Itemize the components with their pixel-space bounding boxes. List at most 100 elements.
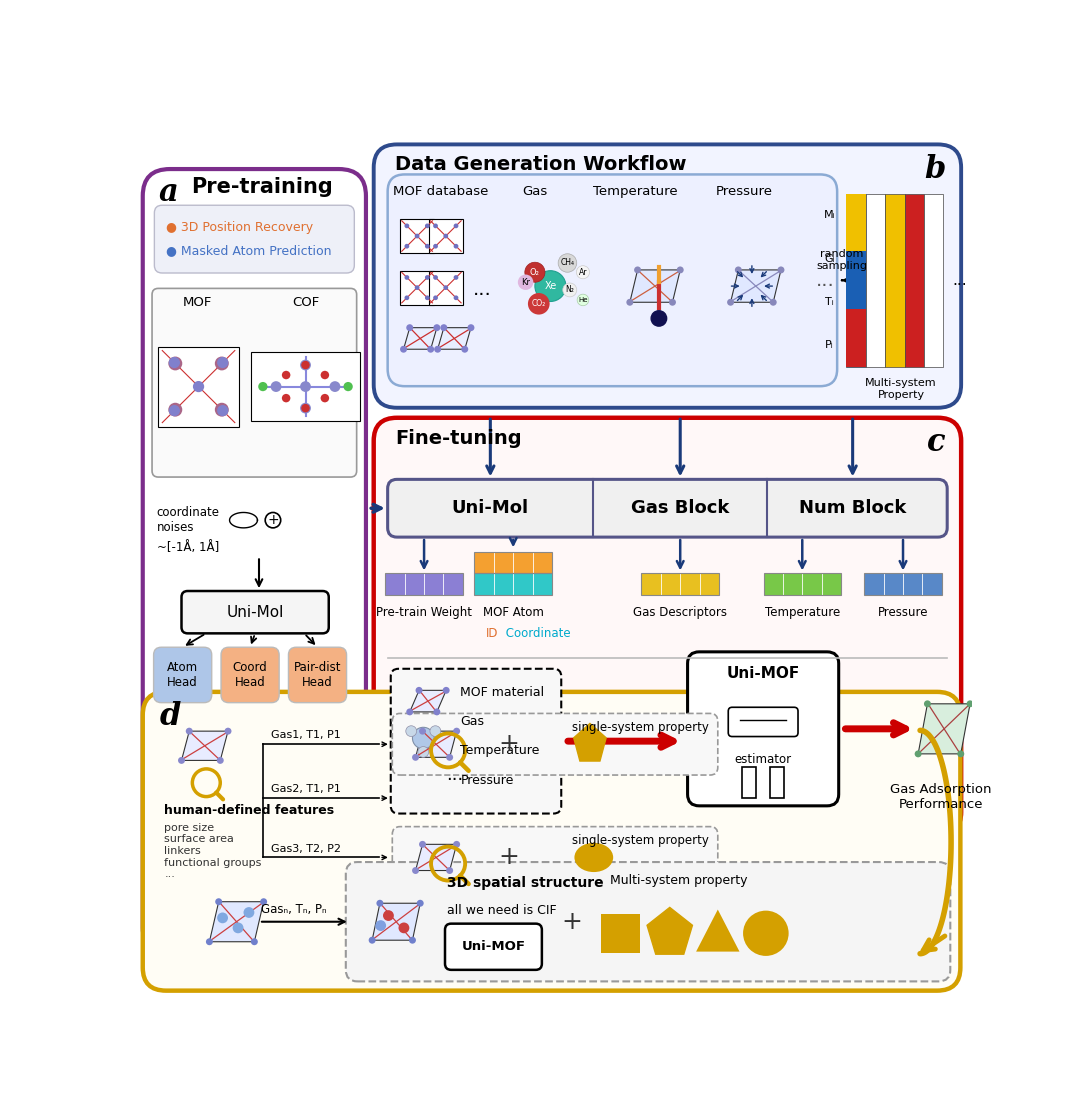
Bar: [642, 573, 661, 595]
Circle shape: [321, 394, 329, 402]
Ellipse shape: [575, 842, 613, 872]
Circle shape: [446, 867, 454, 874]
Circle shape: [206, 939, 213, 945]
Bar: [770, 767, 784, 799]
Text: Gas Block: Gas Block: [631, 500, 729, 517]
Circle shape: [343, 382, 353, 391]
Polygon shape: [373, 903, 420, 940]
Circle shape: [266, 513, 281, 528]
Text: MOF Atom: MOF Atom: [483, 606, 543, 618]
Circle shape: [634, 267, 642, 273]
Circle shape: [301, 404, 310, 412]
Circle shape: [217, 405, 228, 417]
Circle shape: [535, 271, 566, 301]
Bar: [764, 573, 841, 595]
Circle shape: [454, 841, 460, 848]
Circle shape: [727, 299, 734, 306]
Circle shape: [461, 346, 469, 353]
Polygon shape: [181, 731, 228, 760]
Bar: [922, 573, 942, 595]
Bar: [532, 573, 552, 595]
Bar: [159, 346, 239, 427]
Text: all we need is CIF: all we need is CIF: [446, 905, 556, 917]
Circle shape: [669, 299, 676, 306]
Text: Multi-system property: Multi-system property: [610, 874, 747, 887]
Circle shape: [329, 381, 340, 392]
FancyBboxPatch shape: [346, 862, 950, 981]
Circle shape: [424, 244, 430, 249]
Circle shape: [677, 267, 684, 273]
Polygon shape: [416, 731, 457, 757]
Text: Gas: Gas: [523, 185, 548, 198]
Circle shape: [626, 299, 633, 306]
Text: human-defined features: human-defined features: [164, 803, 335, 816]
Text: Pair-dist
Head: Pair-dist Head: [294, 661, 341, 689]
FancyBboxPatch shape: [143, 169, 366, 954]
Polygon shape: [437, 328, 471, 349]
Circle shape: [430, 726, 441, 737]
Bar: [742, 767, 756, 799]
FancyBboxPatch shape: [392, 713, 718, 775]
Circle shape: [454, 276, 458, 280]
Text: Temperature: Temperature: [460, 744, 540, 757]
Circle shape: [558, 254, 577, 272]
Circle shape: [433, 224, 437, 228]
Polygon shape: [409, 690, 446, 712]
FancyBboxPatch shape: [392, 827, 718, 888]
Bar: [252, 352, 360, 421]
Circle shape: [468, 324, 474, 332]
Circle shape: [217, 757, 224, 764]
Text: MOF: MOF: [183, 296, 212, 309]
Circle shape: [428, 346, 434, 353]
Text: Uni-MOF: Uni-MOF: [727, 665, 800, 681]
Circle shape: [434, 346, 441, 353]
Circle shape: [743, 911, 788, 955]
Text: Pᵢ: Pᵢ: [825, 340, 834, 351]
Text: Gas: Gas: [460, 715, 485, 728]
Circle shape: [454, 296, 458, 300]
Text: Coordinate: Coordinate: [501, 627, 570, 641]
FancyBboxPatch shape: [688, 652, 839, 806]
Bar: [822, 573, 841, 595]
Circle shape: [282, 394, 291, 402]
Circle shape: [178, 757, 185, 764]
Text: b: b: [924, 153, 946, 185]
Text: pore size
surface area
linkers
functional groups
...: pore size surface area linkers functiona…: [164, 823, 261, 879]
Text: Data Generation Workflow: Data Generation Workflow: [395, 156, 687, 175]
Circle shape: [406, 709, 414, 716]
Polygon shape: [630, 270, 680, 302]
Text: Temperature: Temperature: [593, 185, 678, 198]
Text: Multi-system
Property: Multi-system Property: [865, 379, 937, 400]
Polygon shape: [404, 328, 437, 349]
Circle shape: [525, 262, 545, 282]
Bar: [661, 573, 680, 595]
Text: d: d: [160, 701, 181, 732]
Text: ~[-1Å, 1Å]: ~[-1Å, 1Å]: [157, 541, 219, 554]
Text: Pressure: Pressure: [460, 774, 514, 786]
Bar: [764, 573, 783, 595]
Text: Gas Descriptors: Gas Descriptors: [633, 606, 727, 618]
Text: CH₄: CH₄: [561, 259, 575, 268]
Circle shape: [186, 728, 192, 735]
FancyBboxPatch shape: [391, 669, 562, 813]
Circle shape: [301, 361, 310, 370]
Polygon shape: [647, 907, 692, 954]
Circle shape: [433, 296, 437, 300]
Circle shape: [417, 899, 423, 907]
Circle shape: [444, 286, 448, 290]
Circle shape: [415, 234, 419, 239]
Circle shape: [770, 299, 777, 306]
Circle shape: [260, 898, 267, 905]
FancyBboxPatch shape: [154, 205, 354, 273]
Polygon shape: [416, 844, 457, 870]
Text: Gas1, T1, P1: Gas1, T1, P1: [271, 730, 340, 740]
Bar: [864, 573, 883, 595]
Text: ...: ...: [953, 273, 968, 288]
Text: Gasₙ, Tₙ, Pₙ: Gasₙ, Tₙ, Pₙ: [260, 903, 326, 915]
Circle shape: [383, 911, 394, 921]
Text: Ar: Ar: [579, 268, 588, 277]
Polygon shape: [697, 909, 740, 952]
Bar: [905, 194, 924, 367]
Bar: [405, 573, 424, 595]
Text: Num Block: Num Block: [799, 500, 906, 517]
